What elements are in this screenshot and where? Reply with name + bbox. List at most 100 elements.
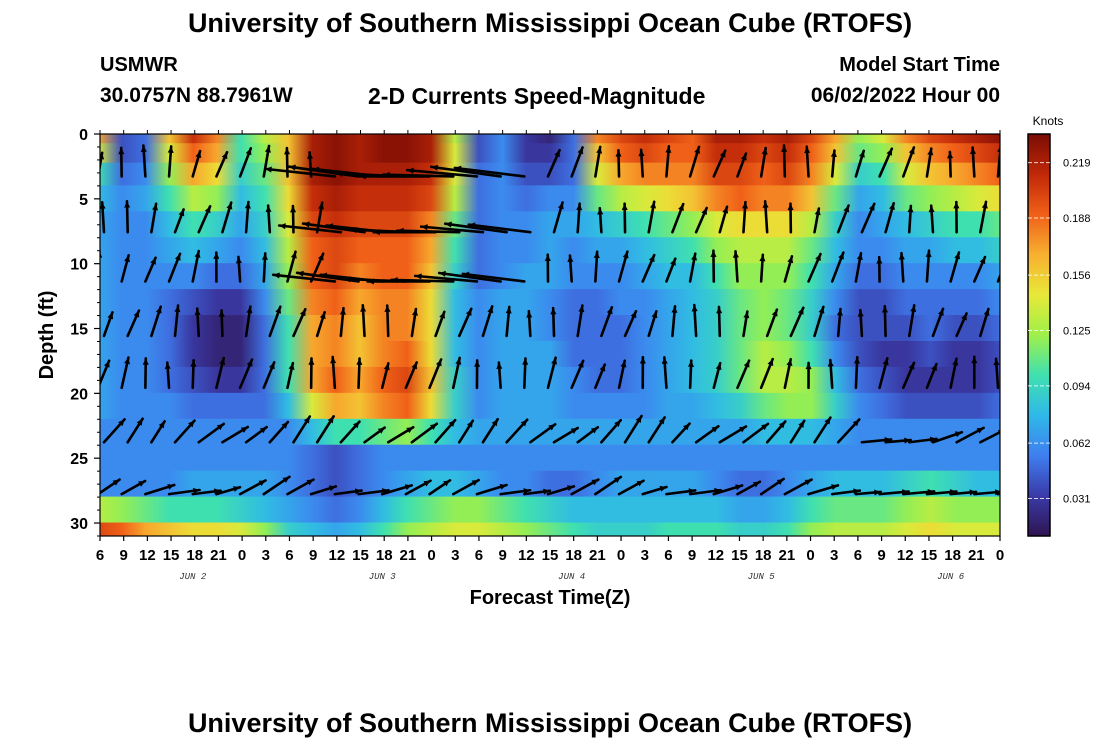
current-arrow-head bbox=[195, 151, 202, 159]
current-arrow-head bbox=[797, 307, 804, 315]
current-arrow-head bbox=[827, 360, 834, 367]
current-arrow-head bbox=[496, 362, 503, 370]
current-arrow-head bbox=[687, 360, 695, 367]
current-arrow-head bbox=[377, 427, 385, 434]
current-arrow-head bbox=[190, 360, 197, 367]
heatmap-band bbox=[100, 263, 1000, 291]
current-arrow-head bbox=[694, 146, 701, 154]
heatmap-band bbox=[100, 522, 1000, 536]
current-arrow-head bbox=[621, 203, 628, 211]
x-tick-label: 9 bbox=[498, 547, 506, 564]
current-arrow-head bbox=[523, 488, 531, 495]
colorbar-gradient bbox=[1027, 133, 1051, 537]
current-arrow-head bbox=[927, 148, 934, 156]
heatmap-band bbox=[100, 315, 1000, 342]
x-tick-label: 9 bbox=[309, 547, 317, 564]
current-arrow-head bbox=[804, 146, 811, 154]
current-arrow-head bbox=[158, 421, 165, 429]
current-arrow-head bbox=[454, 165, 462, 172]
x-tick-label: 12 bbox=[139, 547, 156, 564]
heatmap-band bbox=[100, 418, 1000, 446]
current-arrow-head bbox=[330, 356, 337, 364]
current-arrow-head bbox=[429, 423, 437, 431]
current-arrow-head bbox=[273, 272, 280, 279]
x-tick-label: 15 bbox=[542, 547, 559, 564]
x-tick-label: 12 bbox=[328, 547, 345, 564]
current-arrow-head bbox=[308, 358, 315, 365]
colorbar-tick-label: 0.094 bbox=[1063, 381, 1091, 393]
current-arrow bbox=[419, 225, 485, 234]
current-arrow-head bbox=[320, 272, 328, 279]
current-arrow-head bbox=[258, 480, 266, 487]
heatmap-band bbox=[100, 496, 1000, 524]
x-tick-label: 21 bbox=[778, 547, 795, 564]
current-arrow-head bbox=[701, 207, 707, 215]
current-arrow-head bbox=[715, 363, 722, 371]
current-arrow-head bbox=[620, 360, 627, 368]
x-tick-label: 6 bbox=[475, 547, 483, 564]
current-arrow-head bbox=[931, 364, 937, 372]
current-arrow-head bbox=[487, 306, 494, 314]
x-tick-label: 21 bbox=[400, 547, 417, 564]
current-arrow-head bbox=[691, 253, 698, 261]
current-arrow-head bbox=[306, 479, 314, 486]
current-arrow-head bbox=[269, 362, 275, 370]
current-arrow-head bbox=[804, 479, 812, 486]
y-axis-label: Depth (ft) bbox=[36, 291, 58, 380]
x-tick-label: 9 bbox=[688, 547, 696, 564]
x-tick-label: 15 bbox=[921, 547, 938, 564]
current-arrow bbox=[263, 167, 337, 178]
current-arrow-head bbox=[843, 205, 850, 213]
current-arrow-head bbox=[439, 270, 446, 277]
colorbar-tick-label: 0.188 bbox=[1063, 213, 1091, 225]
current-arrow-head bbox=[281, 421, 288, 429]
y-tick-label: 25 bbox=[70, 451, 88, 468]
current-arrow-head bbox=[824, 417, 831, 425]
x-axis-label: Forecast Time(Z) bbox=[470, 587, 631, 609]
current-arrow-head bbox=[858, 150, 865, 158]
current-arrow-head bbox=[651, 311, 658, 319]
current-arrow-head bbox=[719, 150, 726, 158]
current-arrow bbox=[1004, 206, 1014, 232]
current-arrow-head bbox=[732, 251, 739, 258]
current-arrow-head bbox=[898, 253, 905, 260]
colorbar-tick-label: 0.156 bbox=[1063, 270, 1091, 282]
current-arrow-head bbox=[150, 257, 156, 265]
current-arrow-head bbox=[691, 304, 698, 312]
current-arrow bbox=[277, 224, 343, 234]
current-arrow-head bbox=[929, 436, 937, 443]
current-arrow-head bbox=[522, 358, 529, 365]
x-tick-label: 18 bbox=[376, 547, 393, 564]
current-arrow-head bbox=[876, 257, 883, 264]
current-arrow-head bbox=[288, 363, 295, 370]
current-arrow-head bbox=[868, 203, 875, 211]
current-arrow-head bbox=[112, 479, 120, 486]
current-arrow-head bbox=[335, 170, 343, 177]
colorbar: Knots 0.219 0.188 0.156 0.125 0.094 0.062 0.03… bbox=[1027, 114, 1091, 537]
x-tick-label: 18 bbox=[755, 547, 772, 564]
current-arrow-head bbox=[423, 480, 431, 487]
current-arrow-head bbox=[326, 223, 334, 230]
x-tick-label: 21 bbox=[210, 547, 227, 564]
heatmap-band bbox=[100, 340, 1000, 368]
current-arrow-head bbox=[648, 255, 655, 263]
current-arrow-head bbox=[798, 420, 805, 428]
current-arrow-head bbox=[264, 145, 271, 153]
current-arrow-head bbox=[319, 312, 326, 320]
current-arrow-head bbox=[969, 489, 977, 496]
current-arrow-head bbox=[468, 222, 476, 229]
current-arrow-head bbox=[761, 423, 768, 431]
current-arrow-head bbox=[567, 255, 574, 262]
current-arrow-head bbox=[520, 419, 528, 427]
current-arrow-head bbox=[245, 148, 252, 156]
current-arrow-head bbox=[471, 480, 479, 486]
current-arrow-head bbox=[303, 416, 310, 424]
x-tick-label: 3 bbox=[641, 547, 649, 564]
current-arrow-head bbox=[953, 202, 960, 209]
current-arrow-head bbox=[107, 312, 114, 320]
current-arrow-head bbox=[439, 311, 446, 319]
current-arrow-head bbox=[328, 485, 336, 492]
current-arrow-head bbox=[818, 306, 825, 314]
current-arrow-head bbox=[443, 480, 451, 487]
current-arrow-head bbox=[993, 358, 1000, 366]
